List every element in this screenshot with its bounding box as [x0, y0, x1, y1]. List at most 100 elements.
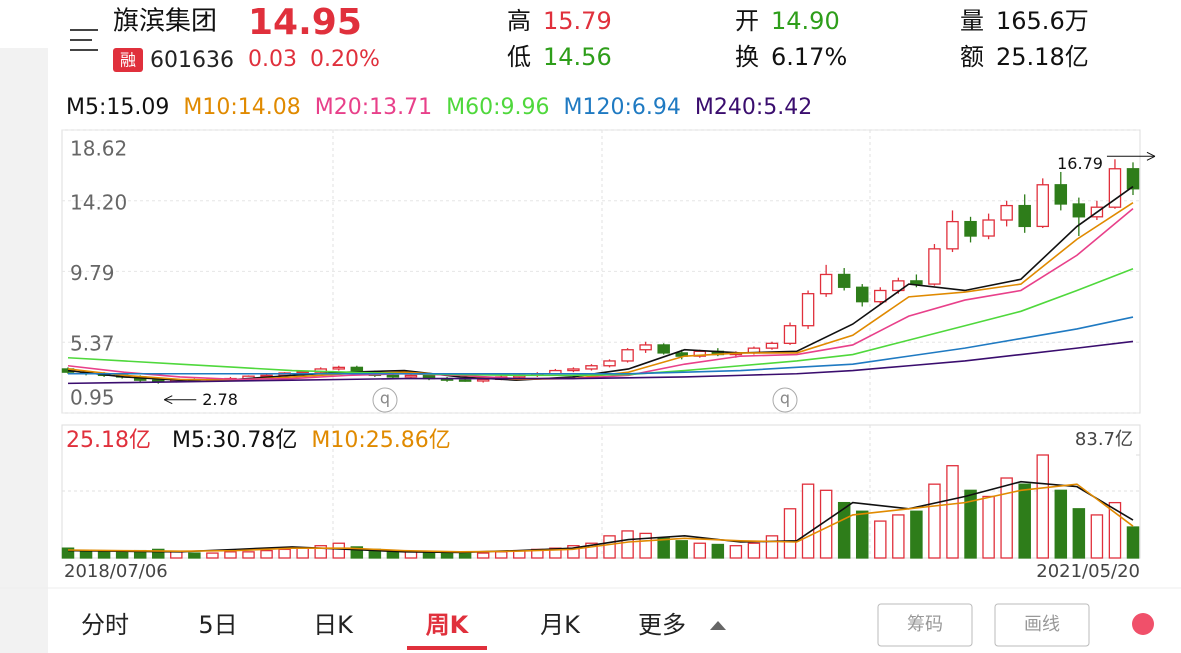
- candle-body: [892, 280, 905, 292]
- candle-body: [910, 280, 923, 285]
- volume-bar: [729, 545, 743, 559]
- candle-body: [458, 379, 472, 382]
- volume-bar: [892, 514, 905, 559]
- volume-bar: [170, 551, 183, 559]
- button[interactable]: [877, 603, 973, 647]
- volume-bar: [946, 465, 959, 559]
- volume-bar: [404, 551, 418, 559]
- candle-body: [1018, 204, 1031, 228]
- candle-body: [819, 273, 833, 295]
- candle-body: [765, 342, 779, 349]
- volume-bar: [332, 542, 346, 559]
- price: 14.95: [248, 2, 362, 43]
- tab[interactable]: 更多: [638, 611, 686, 639]
- volume-bar: [458, 552, 472, 559]
- volume-bar: [603, 535, 616, 559]
- volume-bar: [982, 495, 995, 559]
- x-tick-label: 2021/05/20: [1036, 561, 1140, 582]
- candle-body: [260, 374, 273, 378]
- y-tick-label: 0.95: [70, 386, 115, 410]
- tab[interactable]: 月K: [540, 611, 581, 639]
- volume-bar: [152, 548, 165, 559]
- volume-bar: [747, 542, 761, 559]
- stat-value: 6.17%: [771, 43, 847, 71]
- candle-body: [657, 344, 670, 354]
- candle-body: [1036, 184, 1049, 228]
- event-marker: q: [780, 389, 790, 408]
- volume-bar: [1090, 514, 1104, 559]
- stat-label: 量: [960, 7, 984, 35]
- vol-ma-legend: M5:30.78亿: [172, 428, 297, 453]
- volume-bar: [206, 552, 219, 559]
- side-strip: [0, 48, 48, 653]
- candle-body: [603, 360, 616, 367]
- volume-bar: [350, 546, 364, 559]
- candle-body: [928, 248, 941, 285]
- volume-bar: [675, 540, 688, 559]
- button[interactable]: [994, 603, 1090, 647]
- volume-bar: [910, 510, 923, 559]
- stat-label: 换: [735, 43, 759, 71]
- event-marker-bg[interactable]: [372, 387, 398, 413]
- volume-bar: [585, 542, 598, 559]
- button-label[interactable]: 画线: [1024, 614, 1060, 635]
- event-marker-bg[interactable]: [772, 387, 798, 413]
- volume-bar: [1036, 454, 1049, 559]
- volume-bar: [440, 552, 454, 559]
- volume-bar: [296, 547, 309, 559]
- volume-current: 25.18亿: [66, 428, 151, 453]
- volume-bar: [964, 489, 977, 559]
- volume-bar: [278, 548, 291, 559]
- tab[interactable]: 周K: [426, 611, 470, 639]
- y-tick-label: 9.79: [70, 261, 115, 285]
- stat-label: 低: [507, 43, 531, 71]
- volume-bar: [224, 551, 237, 559]
- price-frame: [61, 129, 1141, 414]
- volume-bar: [657, 537, 670, 559]
- candle-body: [639, 344, 652, 351]
- high-arrowhead: [1146, 151, 1156, 161]
- candle-body: [621, 349, 634, 362]
- candle-body: [1108, 168, 1122, 208]
- volume-bar: [621, 530, 634, 559]
- event-marker: q: [380, 389, 390, 408]
- stat-value: 25.18亿: [996, 43, 1089, 71]
- ma-legend: M5:15.09: [66, 95, 169, 120]
- ma-line: [68, 316, 1134, 375]
- stat-value: 14.90: [771, 7, 840, 35]
- vol-ma-legend: M10:25.86亿: [311, 428, 450, 453]
- stat-value: 14.56: [543, 43, 612, 71]
- more-arrow[interactable]: [710, 621, 726, 630]
- tab[interactable]: 日K: [313, 611, 354, 639]
- volume-bar: [639, 532, 652, 559]
- tab[interactable]: 5日: [198, 611, 237, 639]
- menu-icon[interactable]: [70, 29, 98, 51]
- volume-bar: [314, 545, 327, 559]
- vol-ma-line: [67, 480, 1134, 554]
- ma-legend: M60:9.96: [446, 95, 549, 120]
- change-pct: 0.20%: [310, 47, 380, 72]
- ma-legend: M240:5.42: [695, 95, 812, 120]
- volume-bar: [1054, 489, 1068, 559]
- ma-line: [67, 267, 1134, 377]
- ma-line: [67, 340, 1134, 385]
- volume-bar: [476, 552, 490, 559]
- candle-body: [837, 273, 851, 288]
- ma-legend: M120:6.94: [564, 95, 681, 120]
- volume-bar: [260, 549, 273, 559]
- volume-bar: [1018, 483, 1031, 559]
- volume-bar: [115, 551, 129, 559]
- volume-bar: [711, 543, 725, 559]
- volume-bar: [494, 551, 508, 559]
- volume-bar: [765, 535, 779, 559]
- tab[interactable]: 分时: [81, 611, 129, 639]
- low-label: 2.78: [202, 390, 238, 409]
- float-dot[interactable]: [1132, 613, 1154, 635]
- x-tick-label: 2018/07/06: [64, 561, 168, 582]
- ma-line: [67, 185, 1134, 381]
- candle-body: [946, 220, 959, 250]
- volume-bar: [1108, 501, 1122, 559]
- button-label[interactable]: 筹码: [907, 614, 943, 635]
- volume-bar: [567, 545, 580, 559]
- candle-body: [1126, 168, 1140, 190]
